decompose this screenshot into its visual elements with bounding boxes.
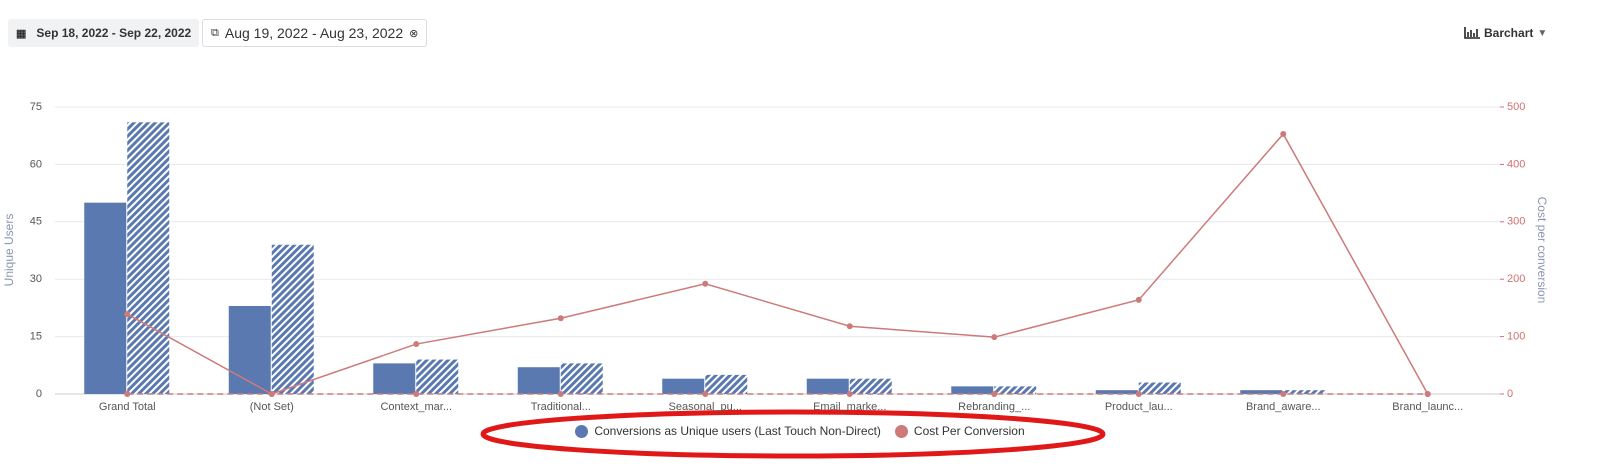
y-tick-label: 15 bbox=[30, 331, 42, 343]
legend-swatch bbox=[894, 424, 908, 438]
x-tick-label: (Not Set) bbox=[250, 401, 294, 413]
bar bbox=[849, 378, 892, 394]
bar bbox=[416, 359, 459, 394]
calendar-icon: ▦ bbox=[16, 27, 27, 40]
barchart-icon bbox=[1464, 27, 1480, 39]
bar bbox=[373, 363, 416, 394]
compare-icon: ⧉ bbox=[211, 26, 219, 39]
bar bbox=[662, 378, 705, 394]
legend-item[interactable]: Conversions as Unique users (Last Touch … bbox=[575, 424, 881, 438]
y-axis-label: Unique Users bbox=[2, 214, 16, 287]
x-tick-label: Traditional... bbox=[531, 401, 591, 413]
bar bbox=[271, 244, 314, 394]
bar bbox=[1240, 390, 1283, 394]
line-point bbox=[413, 391, 420, 397]
legend: Conversions as Unique users (Last Touch … bbox=[0, 424, 1600, 438]
y-tick-label: 45 bbox=[30, 216, 42, 228]
bar bbox=[1095, 390, 1138, 394]
bar bbox=[1138, 382, 1181, 394]
date-range: Sep 18, 2022 - Sep 22, 2022 bbox=[36, 26, 192, 40]
compare-range: Aug 19, 2022 - Aug 23, 2022 bbox=[224, 25, 404, 41]
line-point bbox=[413, 341, 420, 348]
bar bbox=[806, 378, 849, 394]
bar bbox=[994, 386, 1037, 394]
y2-tick-label: 400 bbox=[1507, 158, 1525, 170]
line-point bbox=[557, 315, 564, 322]
line-point bbox=[702, 391, 709, 397]
view-selector[interactable]: Barchart ▼ bbox=[1456, 19, 1555, 47]
line-point bbox=[1280, 391, 1287, 397]
y2-tick-label: 200 bbox=[1507, 273, 1525, 285]
bar bbox=[951, 386, 994, 394]
line-point bbox=[124, 311, 131, 318]
highlight-annotation bbox=[480, 409, 1106, 459]
line-point bbox=[846, 391, 853, 397]
bar bbox=[127, 122, 170, 394]
legend-label: Conversions as Unique users (Last Touch … bbox=[594, 424, 881, 438]
legend-item[interactable]: Cost Per Conversion bbox=[894, 424, 1025, 438]
line-point bbox=[991, 391, 998, 397]
bar bbox=[84, 202, 127, 394]
line-point bbox=[991, 334, 998, 341]
line bbox=[126, 132, 1429, 395]
y2-axis-label: Cost per conversion bbox=[1535, 197, 1549, 304]
line-point bbox=[1424, 391, 1431, 397]
bar bbox=[705, 374, 748, 394]
bar bbox=[560, 363, 603, 394]
x-tick-label: Rebranding_... bbox=[958, 401, 1030, 413]
x-tick-label: Grand Total bbox=[99, 401, 156, 413]
bar bbox=[228, 305, 271, 394]
line-point bbox=[124, 391, 131, 397]
line-point bbox=[268, 391, 275, 397]
clear-icon[interactable]: ⊗ bbox=[409, 27, 419, 40]
y2-tick-label: 0 bbox=[1507, 388, 1513, 400]
date-range-button[interactable]: ▦ Sep 18, 2022 - Sep 22, 2022 bbox=[8, 19, 200, 47]
line-point bbox=[702, 280, 709, 287]
y-tick-label: 30 bbox=[30, 273, 42, 285]
y-tick-label: 60 bbox=[30, 158, 42, 170]
view-label: Barchart bbox=[1484, 26, 1534, 40]
y-tick-label: 0 bbox=[36, 388, 42, 400]
y-tick-label: 75 bbox=[30, 101, 42, 113]
line-point bbox=[1135, 296, 1142, 303]
dropdown-arrow: ▼ bbox=[1537, 27, 1548, 39]
line-point bbox=[557, 391, 564, 397]
line-point bbox=[846, 323, 853, 330]
x-tick-label: Context_mar... bbox=[380, 401, 452, 413]
y2-tick-label: 500 bbox=[1507, 101, 1525, 113]
legend-label: Cost Per Conversion bbox=[913, 424, 1025, 438]
x-tick-label: Seasonal_pu... bbox=[669, 401, 742, 413]
x-tick-label: Product_lau... bbox=[1105, 401, 1173, 413]
line-point bbox=[1135, 391, 1142, 397]
y2-tick-label: 300 bbox=[1507, 216, 1525, 228]
bar bbox=[517, 367, 560, 394]
legend-swatch bbox=[575, 424, 589, 438]
line-point bbox=[1280, 130, 1287, 137]
x-tick-label: Email_marke... bbox=[813, 401, 886, 413]
compare-range-button[interactable]: ⧉ Aug 19, 2022 - Aug 23, 2022 ⊗ bbox=[202, 19, 428, 47]
y2-tick-label: 100 bbox=[1507, 331, 1525, 343]
x-tick-label: Brand_launc... bbox=[1392, 401, 1463, 413]
x-tick-label: Brand_aware... bbox=[1246, 401, 1321, 413]
bar bbox=[1283, 390, 1326, 394]
